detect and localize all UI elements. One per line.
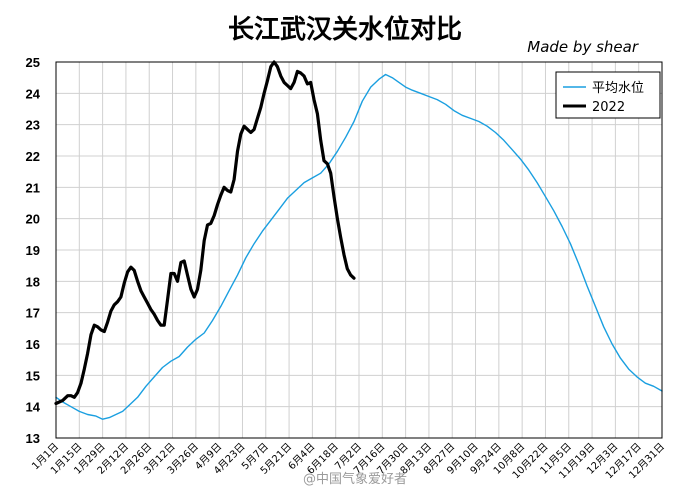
y-tick-label: 13 (26, 431, 40, 446)
y-tick-label: 24 (26, 86, 41, 101)
plot-frame (55, 61, 663, 439)
series-line-2022 (54, 60, 356, 406)
y-tick-label: 16 (26, 337, 40, 352)
series-layer (54, 60, 663, 420)
y-tick-label: 15 (26, 368, 40, 383)
y-tick-label: 20 (26, 212, 40, 227)
y-tick-label: 25 (26, 55, 40, 70)
watermark: @中国气象爱好者 (303, 471, 407, 487)
y-tick-label: 18 (26, 274, 40, 289)
gridlines (55, 61, 663, 439)
y-tick-label: 21 (26, 180, 40, 195)
y-axis: 13 14 15 16 17 18 19 20 21 22 23 24 25 (26, 55, 41, 446)
y-tick-label: 23 (26, 118, 40, 133)
y-tick-label: 22 (26, 149, 40, 164)
y-tick-label: 17 (26, 306, 40, 321)
y-tick-label: 19 (26, 243, 40, 258)
legend-label-2022: 2022 (592, 100, 625, 115)
y-tick-label: 14 (26, 400, 41, 415)
legend-label-avg: 平均水位 (592, 81, 644, 96)
chart-byline: Made by shear (527, 38, 639, 56)
legend-box (555, 71, 661, 119)
legend: 平均水位 2022 (555, 71, 661, 119)
series-line-average (55, 73, 663, 420)
chart-title: 长江武汉关水位对比 (228, 14, 462, 45)
